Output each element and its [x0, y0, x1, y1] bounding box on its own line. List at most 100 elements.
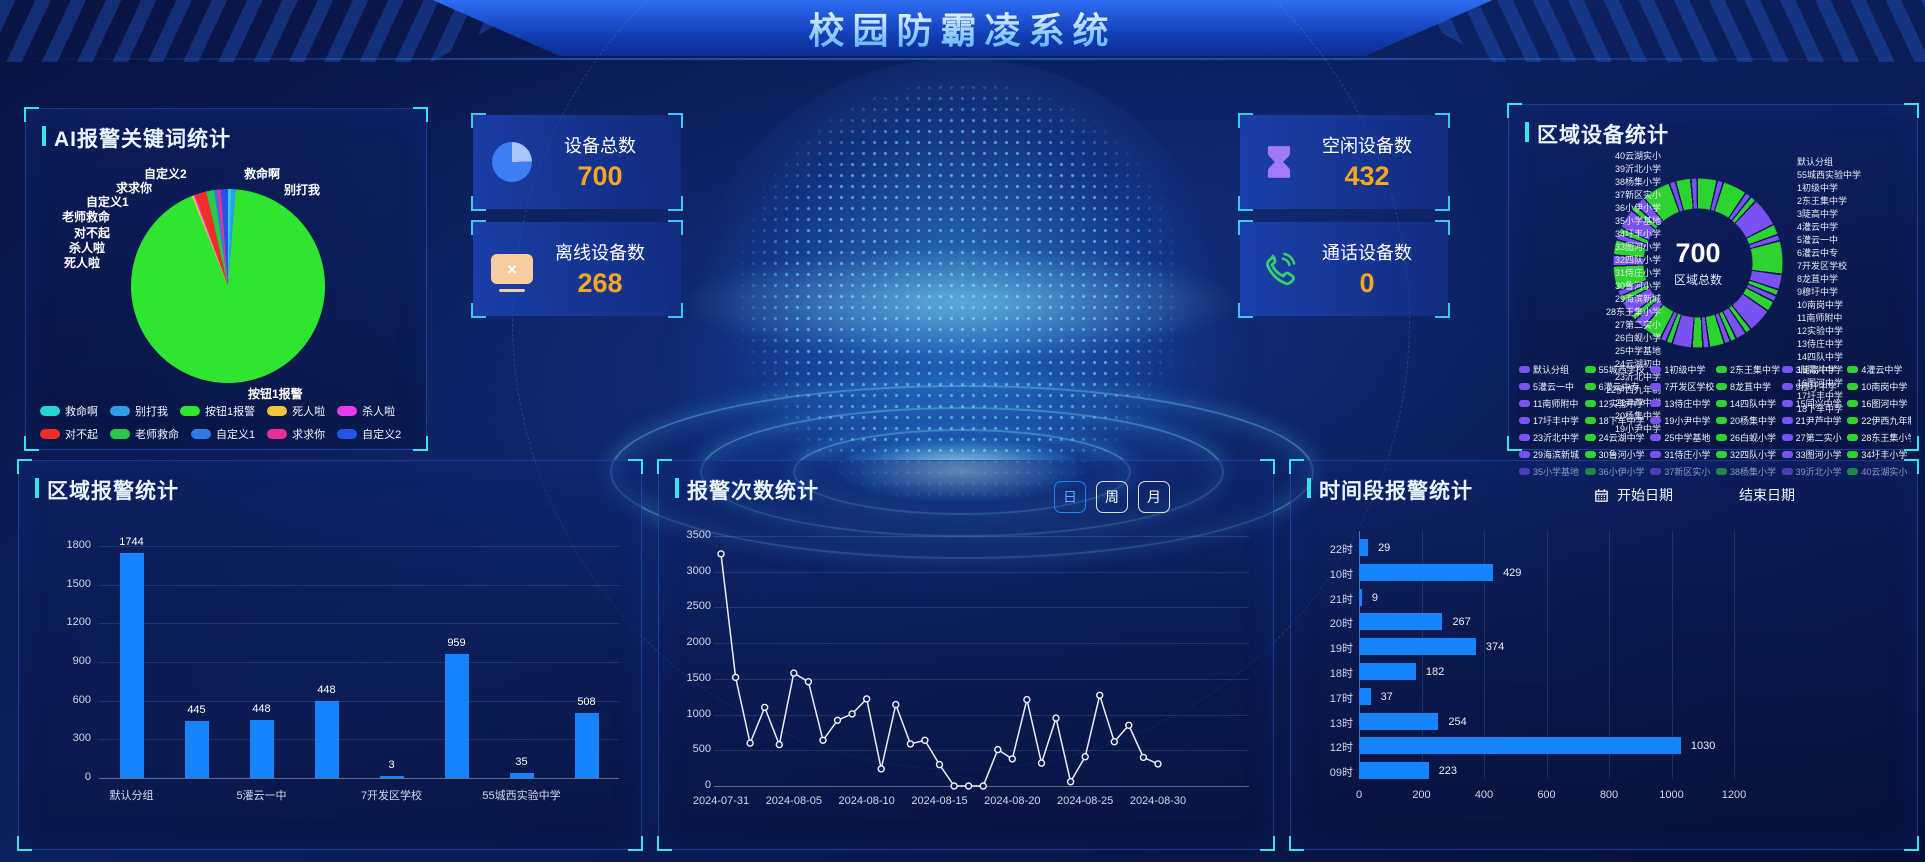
- legend-item[interactable]: 21尹芦中学: [1781, 414, 1846, 427]
- bar[interactable]: [1359, 563, 1494, 581]
- bar[interactable]: [379, 776, 404, 778]
- data-point[interactable]: [1139, 753, 1148, 762]
- legend-item[interactable]: 3陡高中学: [1781, 363, 1846, 376]
- data-point[interactable]: [1008, 755, 1016, 763]
- legend-item[interactable]: 6灌云中专: [1584, 380, 1649, 393]
- bar[interactable]: [184, 720, 209, 778]
- bar[interactable]: [574, 712, 599, 778]
- legend-item[interactable]: 27第二实小: [1781, 431, 1846, 444]
- data-point[interactable]: [717, 550, 725, 558]
- bar[interactable]: [509, 773, 534, 778]
- bar[interactable]: [1359, 712, 1439, 730]
- legend-item[interactable]: 救命啊: [40, 403, 98, 419]
- data-point[interactable]: [775, 740, 784, 749]
- legend-item[interactable]: 按钮1报警: [180, 403, 255, 419]
- range-button-week[interactable]: 周: [1096, 481, 1128, 513]
- data-point[interactable]: [921, 736, 929, 744]
- legend-item[interactable]: 杀人啦: [337, 403, 395, 419]
- legend-item[interactable]: 18下车中学: [1584, 414, 1649, 427]
- legend-item[interactable]: 25中学基地: [1650, 431, 1714, 444]
- legend-item[interactable]: 8龙苴中学: [1716, 380, 1780, 393]
- legend-item[interactable]: 5灌云一中: [1519, 380, 1583, 393]
- legend-item[interactable]: 10南岗中学: [1847, 380, 1911, 393]
- legend-item[interactable]: 别打我: [110, 403, 168, 419]
- bar[interactable]: [1359, 762, 1429, 780]
- data-point[interactable]: [935, 760, 944, 769]
- legend-item[interactable]: 23沂北中学: [1519, 431, 1583, 444]
- data-point[interactable]: [1154, 760, 1162, 768]
- bar[interactable]: [444, 654, 469, 778]
- bar[interactable]: [119, 553, 144, 778]
- data-point[interactable]: [760, 703, 769, 712]
- data-point[interactable]: [790, 669, 798, 677]
- range-button-day[interactable]: 日: [1054, 481, 1086, 513]
- data-point[interactable]: [819, 736, 827, 744]
- data-point[interactable]: [848, 710, 856, 718]
- legend-item[interactable]: 26白蚬小学: [1716, 431, 1780, 444]
- legend-item[interactable]: 12实验中学: [1584, 397, 1649, 410]
- legend-item[interactable]: 求求你: [267, 426, 325, 442]
- data-point[interactable]: [731, 673, 740, 682]
- legend-item[interactable]: 20杨集中学: [1716, 414, 1780, 427]
- legend-item[interactable]: 34圩丰小学: [1847, 448, 1911, 461]
- start-date-picker[interactable]: 开始日期: [1593, 485, 1673, 505]
- legend-item[interactable]: 死人啦: [267, 403, 325, 419]
- legend-item[interactable]: 1初级中学: [1650, 363, 1714, 376]
- region-device-donut-chart[interactable]: [1613, 178, 1783, 348]
- legend-item[interactable]: 30鲁河小学: [1584, 448, 1649, 461]
- legend-item[interactable]: 29海滨新城: [1519, 448, 1583, 461]
- data-point[interactable]: [1096, 691, 1104, 700]
- legend-item[interactable]: 13侍庄中学: [1650, 397, 1714, 410]
- legend-item[interactable]: 自定义2: [337, 426, 401, 442]
- bar[interactable]: [1359, 588, 1362, 606]
- data-point[interactable]: [746, 739, 754, 747]
- data-point[interactable]: [862, 695, 871, 703]
- data-point[interactable]: [1023, 695, 1031, 704]
- legend-item[interactable]: 11南师附中: [1519, 397, 1583, 410]
- data-point[interactable]: [892, 700, 900, 709]
- data-point[interactable]: [994, 745, 1002, 754]
- legend-item[interactable]: 55城西学校: [1584, 363, 1649, 376]
- legend-item[interactable]: 7开发区学校: [1650, 380, 1714, 393]
- legend-item[interactable]: 老师救命: [110, 426, 179, 442]
- legend-item[interactable]: 33图河小学: [1781, 448, 1846, 461]
- legend-item[interactable]: 自定义1: [191, 426, 255, 442]
- legend-item[interactable]: 4灌云中学: [1847, 363, 1911, 376]
- bar[interactable]: [249, 720, 274, 778]
- legend-item[interactable]: 2东王集中学: [1716, 363, 1780, 376]
- legend-item[interactable]: 32四队小学: [1716, 448, 1780, 461]
- legend-item[interactable]: 16图河中学: [1847, 397, 1911, 410]
- data-point[interactable]: [950, 782, 958, 790]
- data-point[interactable]: [1081, 753, 1089, 761]
- data-point[interactable]: [979, 782, 987, 790]
- legend-item[interactable]: 22伊西九年制: [1847, 414, 1911, 427]
- bar[interactable]: [1359, 663, 1416, 680]
- data-point[interactable]: [1037, 759, 1046, 767]
- legend-item[interactable]: 对不起: [40, 426, 98, 442]
- legend-item[interactable]: 28东王集小学: [1847, 431, 1911, 444]
- legend-item[interactable]: 31侍庄小学: [1650, 448, 1714, 461]
- legend-item[interactable]: 15同兴中学: [1781, 397, 1846, 410]
- keyword-pie-chart[interactable]: [131, 189, 325, 383]
- data-point[interactable]: [1066, 778, 1075, 786]
- data-point[interactable]: [1052, 714, 1060, 722]
- end-date-picker[interactable]: 结束日期: [1739, 485, 1795, 505]
- bar[interactable]: [1359, 539, 1369, 556]
- bar[interactable]: [314, 700, 339, 778]
- data-point[interactable]: [833, 716, 842, 724]
- legend-item[interactable]: 24云湖中学: [1584, 431, 1649, 444]
- legend-item[interactable]: 17圩丰中学: [1519, 414, 1583, 427]
- data-point[interactable]: [877, 765, 885, 773]
- legend-item[interactable]: 默认分组: [1519, 363, 1583, 376]
- legend-item[interactable]: 14四队中学: [1716, 397, 1780, 410]
- data-point[interactable]: [906, 740, 915, 748]
- bar[interactable]: [1359, 687, 1371, 705]
- data-point[interactable]: [804, 677, 813, 686]
- legend-item[interactable]: 9穆圩中学: [1781, 380, 1846, 393]
- data-point[interactable]: [1125, 721, 1133, 729]
- bar[interactable]: [1359, 737, 1681, 755]
- data-point[interactable]: [964, 782, 973, 790]
- data-point[interactable]: [1110, 738, 1118, 746]
- legend-item[interactable]: 19小尹中学: [1650, 414, 1714, 427]
- range-button-month[interactable]: 月: [1138, 481, 1170, 513]
